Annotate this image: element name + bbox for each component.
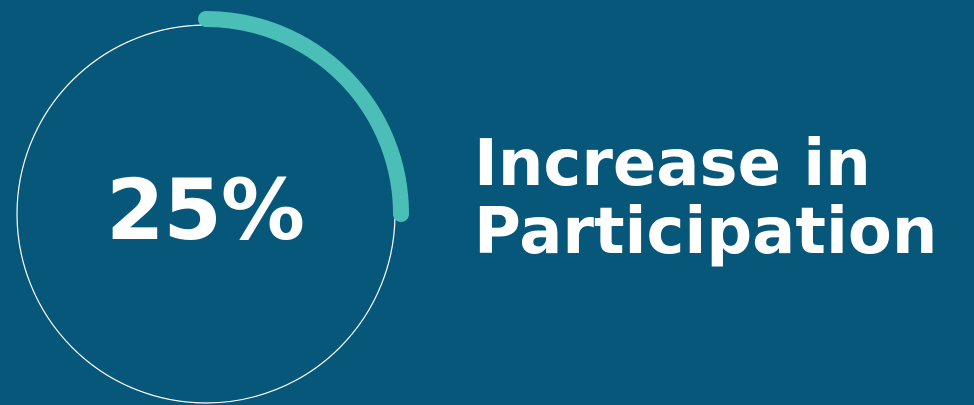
stat-label-line-1: Increase in bbox=[474, 127, 871, 201]
stat-value: 25% bbox=[105, 161, 305, 259]
stat-label-line-2: Participation bbox=[474, 195, 938, 269]
stat-label: Increase in Participation bbox=[474, 130, 937, 266]
progress-ring-arc bbox=[198, 11, 409, 222]
progress-ring bbox=[16, 11, 409, 404]
